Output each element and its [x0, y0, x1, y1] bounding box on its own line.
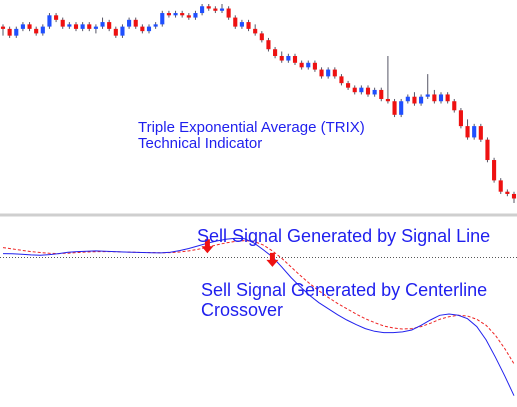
candle-bear — [299, 62, 304, 68]
candle-bull — [306, 62, 311, 68]
trix-line — [2, 237, 515, 396]
price-panel-title: Triple Exponential Average (TRIX) — [138, 119, 365, 136]
candle-bear — [113, 28, 118, 36]
candle-bull — [286, 56, 291, 61]
candle-bear — [253, 28, 258, 34]
candle-bear — [226, 8, 231, 18]
candle-bear — [505, 191, 510, 194]
candle-bear — [339, 76, 344, 84]
candle-bear — [279, 56, 284, 61]
candle-bear — [107, 22, 112, 29]
candle-bull — [472, 126, 477, 138]
candle-bear — [213, 8, 218, 11]
candle-bull — [419, 96, 424, 104]
candle-bear — [54, 15, 59, 20]
candle-bull — [239, 22, 244, 27]
candle-bear — [392, 101, 397, 115]
candle-bear — [166, 13, 171, 16]
price-candles-layer — [0, 4, 517, 203]
candle-bull — [93, 26, 98, 29]
candle-bear — [206, 6, 211, 9]
candle-bear — [133, 19, 138, 27]
candle-bear — [0, 26, 6, 29]
candle-bull — [359, 87, 364, 93]
candle-bear — [312, 62, 317, 70]
candle-bear — [412, 96, 417, 104]
candle-bear — [365, 87, 371, 95]
signal-line-sell-label: Sell Signal Generated by Signal Line — [197, 226, 491, 246]
candle-bear — [332, 69, 337, 77]
candle-bear — [319, 69, 324, 77]
candle-bull — [14, 28, 19, 36]
candle-bull — [200, 6, 205, 14]
candle-bull — [100, 22, 105, 27]
candle-bull — [399, 101, 404, 115]
candle-bear — [27, 24, 32, 29]
centerline-sell-label-cont: Crossover — [201, 300, 284, 320]
candle-bull — [405, 96, 410, 102]
candle-bull — [193, 13, 198, 18]
candle-bull — [40, 26, 45, 34]
candle-bull — [153, 24, 158, 27]
candle-bear — [485, 139, 490, 161]
signal-line — [2, 240, 515, 365]
candle-bear — [73, 24, 79, 29]
candle-bear — [445, 94, 450, 102]
candle-bear — [180, 13, 185, 16]
candle-bear — [34, 28, 39, 34]
candle-bull — [67, 24, 72, 27]
candle-bear — [186, 15, 191, 18]
candle-bull — [160, 13, 165, 25]
candle-bull — [326, 69, 331, 77]
candle-bear — [452, 101, 457, 111]
candle-bull — [425, 94, 430, 97]
candle-bull — [120, 26, 125, 36]
price-panel-subtitle: Technical Indicator — [138, 135, 263, 152]
candle-bear — [385, 98, 390, 102]
trix-indicator-layer — [0, 237, 517, 396]
candle-bear — [511, 193, 517, 199]
candle-bear — [379, 89, 384, 99]
candle-bear — [246, 22, 251, 29]
candle-bear — [352, 87, 357, 93]
candle-bull — [127, 19, 132, 27]
candle-bear — [432, 94, 437, 102]
candle-bull — [219, 8, 225, 11]
candle-bull — [438, 94, 444, 102]
candle-bear — [346, 83, 351, 88]
candle-bear — [492, 160, 497, 181]
candle-bull — [20, 24, 25, 29]
sell-arrow-icon — [201, 239, 214, 254]
candle-bull — [372, 89, 377, 95]
candle-bear — [140, 26, 145, 32]
candle-bull — [80, 24, 85, 29]
sell-arrow-icon — [266, 252, 279, 267]
candle-bear — [498, 180, 503, 192]
candle-bear — [87, 24, 92, 29]
candle-bull — [173, 13, 178, 16]
candle-bull — [47, 15, 52, 27]
candle-bear — [458, 110, 463, 127]
candle-bear — [478, 126, 483, 140]
candle-bear — [266, 40, 271, 50]
candle-bear — [60, 19, 65, 27]
candle-bear — [465, 126, 470, 138]
candle-bear — [273, 49, 278, 57]
centerline-sell-label: Sell Signal Generated by Centerline — [201, 280, 488, 300]
candle-bear — [233, 17, 238, 27]
candle-bear — [292, 56, 298, 63]
candle-bear — [259, 33, 264, 41]
candle-bear — [7, 28, 12, 36]
candle-bull — [146, 26, 152, 32]
